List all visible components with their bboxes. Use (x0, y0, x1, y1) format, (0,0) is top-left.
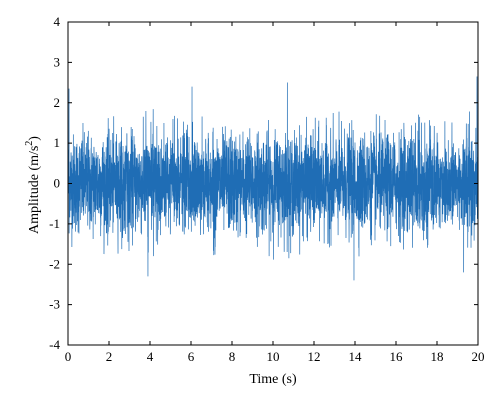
x-tick-label: 0 (65, 349, 72, 364)
y-tick-label: 3 (54, 54, 61, 69)
x-tick-label: 6 (188, 349, 195, 364)
y-tick-label: -1 (49, 216, 60, 231)
signal-series-line (67, 76, 479, 281)
x-tick-label: 18 (431, 349, 444, 364)
y-tick-label: -3 (49, 297, 60, 312)
y-tick-label: 1 (54, 135, 61, 150)
plot-area (67, 21, 479, 346)
y-tick-label: -2 (49, 256, 60, 271)
x-tick-label: 4 (147, 349, 154, 364)
y-axis-title-close: ) (27, 136, 42, 141)
x-tick-label: 20 (472, 349, 485, 364)
y-axis-title: Amplitude (m/s2) (24, 136, 42, 234)
y-tick-label: 2 (54, 95, 61, 110)
y-tick-label: -4 (49, 337, 60, 352)
x-tick-label: 14 (349, 349, 363, 364)
y-tick-label: 4 (54, 14, 61, 29)
x-axis: 0 2 4 6 8 10 12 14 16 18 20 (65, 22, 485, 364)
x-tick-label: 8 (229, 349, 236, 364)
x-axis-title: Time (s) (249, 372, 297, 387)
y-axis: -4 -3 -2 -1 0 1 2 3 4 (49, 14, 478, 352)
x-tick-label: 2 (106, 349, 113, 364)
y-tick-label: 0 (54, 176, 61, 191)
x-tick-label: 12 (308, 349, 321, 364)
y-axis-title-sup: 2 (24, 141, 35, 146)
x-tick-label: 16 (390, 349, 404, 364)
x-tick-label: 10 (267, 349, 280, 364)
y-axis-title-base: Amplitude (m/s (27, 146, 42, 234)
